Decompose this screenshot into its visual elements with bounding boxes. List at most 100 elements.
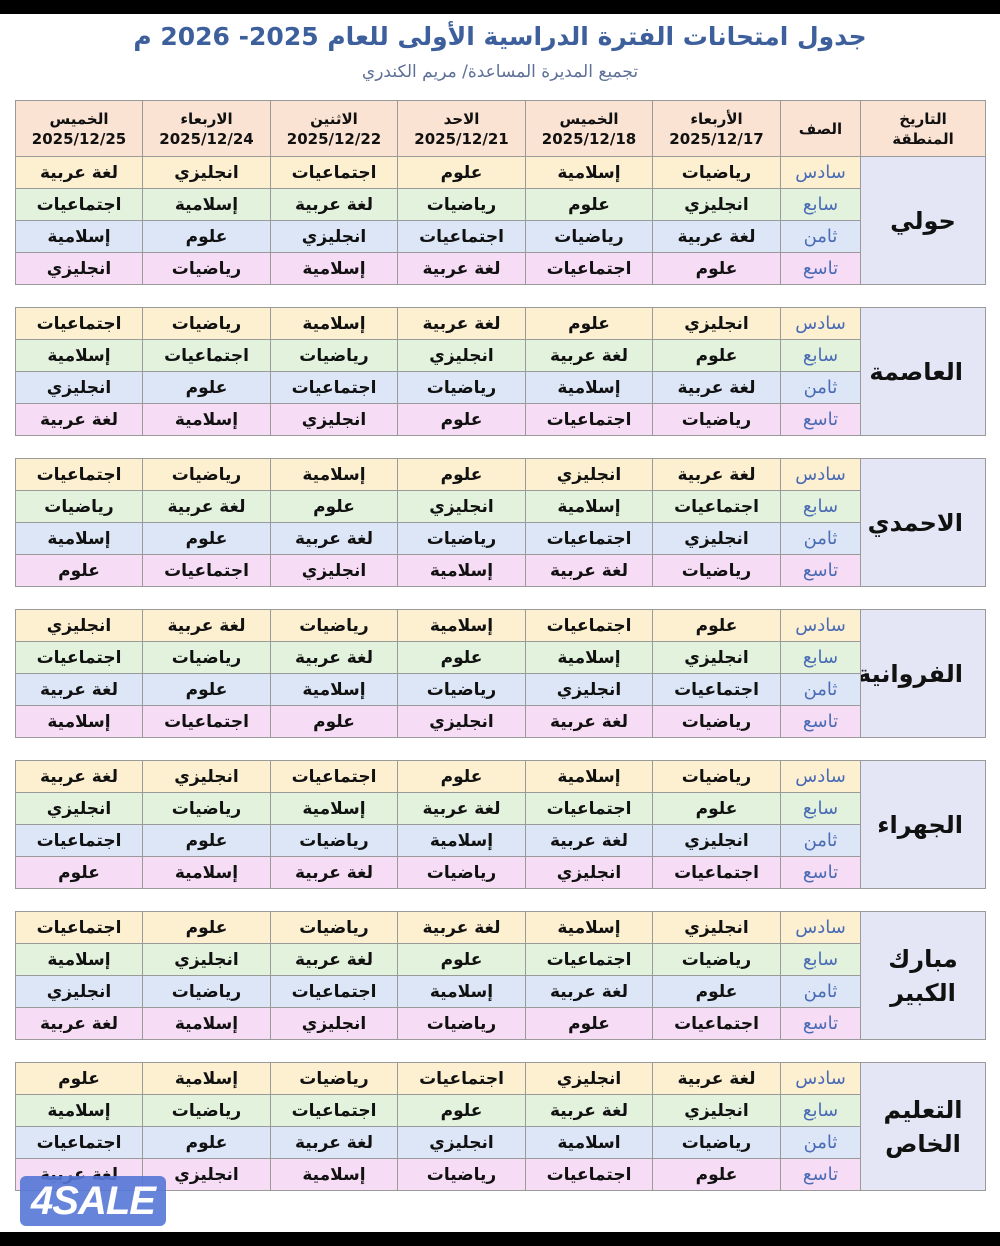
table-row: تاسع اجتماعيات انجليزي رياضيات لغة عربية إسلا…	[15, 856, 986, 889]
subject-cell: انجليزي	[652, 824, 781, 857]
subject-cell: علوم	[652, 975, 781, 1008]
subject-cell: لغة عربية	[397, 792, 526, 825]
subject-cell: انجليزي	[15, 792, 143, 825]
subject-cell: لغة عربية	[652, 458, 781, 491]
subject-cell: اجتماعيات	[15, 1126, 143, 1159]
subject-cell: اسلامية	[525, 1126, 653, 1159]
table-row: سابع علوم اجتماعيات لغة عربية إسلامية رياضيات…	[15, 792, 986, 825]
table-row: تاسع رياضيات لغة عربية انجليزي علوم اجتماعيات…	[15, 705, 986, 738]
subject-cell: لغة عربية	[525, 339, 653, 372]
subject-cell: إسلامية	[142, 1007, 271, 1040]
table-row: سابع اجتماعيات إسلامية انجليزي علوم لغة عربية…	[15, 490, 986, 523]
subject-cell: إسلامية	[142, 856, 271, 889]
subject-cell: علوم	[397, 1094, 526, 1127]
subject-cell: لغة عربية	[652, 371, 781, 404]
subject-cell: انجليزي	[652, 1094, 781, 1127]
subject-cell: علوم	[142, 371, 271, 404]
region-spacer	[15, 435, 986, 459]
subject-cell: رياضيات	[397, 188, 526, 221]
subject-cell: إسلامية	[270, 673, 398, 706]
subject-cell: إسلامية	[525, 641, 653, 674]
subject-cell: اجتماعيات	[525, 403, 653, 436]
grade-cell: تاسع	[780, 252, 861, 285]
table-row: سابع انجليزي إسلامية علوم لغة عربية رياضيات اج…	[15, 641, 986, 674]
grade-cell: سابع	[780, 792, 861, 825]
subject-cell: اجتماعيات	[525, 943, 653, 976]
subject-cell: لغة عربية	[270, 641, 398, 674]
table-row: سابع رياضيات اجتماعيات علوم لغة عربية انجليزي…	[15, 943, 986, 976]
day-name: الاحد	[443, 109, 480, 128]
subject-cell: إسلامية	[525, 156, 653, 189]
exam-date: 2025/12/25	[31, 129, 127, 148]
subject-cell: إسلامية	[15, 522, 143, 555]
subject-cell: علوم	[397, 760, 526, 793]
watermark-logo: 4SALE	[20, 1176, 166, 1226]
subject-cell: اجتماعيات	[397, 1062, 526, 1095]
subject-cell: لغة عربية	[270, 1126, 398, 1159]
exam-date: 2025/12/18	[541, 129, 637, 148]
exam-date: 2025/12/21	[414, 129, 509, 148]
grade-cell: ثامن	[780, 220, 861, 253]
subject-cell: اجتماعيات	[142, 705, 271, 738]
grade-cell: تاسع	[780, 1158, 861, 1191]
table-row: تاسع رياضيات لغة عربية إسلامية انجليزي اجتماع…	[15, 554, 986, 587]
table-row: تاسع علوم اجتماعيات رياضيات إسلامية انجليزي لغ…	[15, 1158, 986, 1191]
subject-cell: رياضيات	[142, 252, 271, 285]
subject-cell: علوم	[15, 554, 143, 587]
subject-cell: انجليزي	[142, 760, 271, 793]
region-cell: العاصمة	[860, 307, 986, 436]
subject-cell: علوم	[142, 673, 271, 706]
table-row: ثامن اجتماعيات انجليزي رياضيات إسلامية علوم لغ…	[15, 673, 986, 706]
top-black-bar	[0, 0, 1000, 14]
subject-cell: رياضيات	[652, 156, 781, 189]
subject-cell: لغة عربية	[525, 705, 653, 738]
region-name: العاصمة	[869, 357, 963, 386]
subject-cell: اجتماعيات	[652, 673, 781, 706]
subject-cell: اجتماعيات	[142, 339, 271, 372]
subject-cell: علوم	[397, 156, 526, 189]
table-row: ثامن علوم لغة عربية إسلامية اجتماعيات رياضيات…	[15, 975, 986, 1008]
grade-cell: ثامن	[780, 673, 861, 706]
table-row: الفروانية سادس علوم اجتماعيات إسلامية رياضيات…	[15, 609, 986, 738]
subject-cell: رياضيات	[142, 307, 271, 340]
grade-cell: تاسع	[780, 403, 861, 436]
subject-cell: رياضيات	[525, 220, 653, 253]
page-subtitle: تجميع المديرة المساعدة/ مريم الكندري	[361, 62, 639, 82]
grade-cell: ثامن	[780, 1126, 861, 1159]
region-cell: التعليم الخاص	[860, 1062, 986, 1191]
subject-cell: علوم	[397, 641, 526, 674]
subject-cell: اجتماعيات	[15, 307, 143, 340]
region-name: الفروانية	[860, 659, 964, 688]
subject-cell: إسلامية	[142, 403, 271, 436]
subject-cell: اجتماعيات	[525, 252, 653, 285]
subject-cell: انجليزي	[652, 188, 781, 221]
subject-cell: انجليزي	[142, 943, 271, 976]
subject-cell: لغة عربية	[15, 1007, 143, 1040]
spacer-cell	[15, 284, 986, 308]
subject-cell: انجليزي	[652, 641, 781, 674]
subject-cell: اجتماعيات	[652, 1007, 781, 1040]
subject-cell: اجتماعيات	[652, 856, 781, 889]
spacer-cell	[15, 1039, 986, 1063]
subject-cell: انجليزي	[397, 339, 526, 372]
subject-cell: لغة عربية	[142, 609, 271, 642]
subject-cell: لغة عربية	[270, 856, 398, 889]
subject-cell: إسلامية	[15, 339, 143, 372]
grade-cell: سابع	[780, 339, 861, 372]
subject-cell: علوم	[397, 458, 526, 491]
subject-cell: لغة عربية	[15, 673, 143, 706]
subject-cell: علوم	[652, 252, 781, 285]
subject-cell: لغة عربية	[270, 188, 398, 221]
subject-cell: إسلامية	[270, 792, 398, 825]
exam-date: 2025/12/22	[286, 129, 382, 148]
grade-cell: سادس	[780, 307, 861, 340]
grade-cell: تاسع	[780, 856, 861, 889]
subject-cell: انجليزي	[15, 609, 143, 642]
subject-cell: اجتماعيات	[525, 522, 653, 555]
subject-cell: علوم	[397, 403, 526, 436]
day-name: الاربعاء	[180, 109, 233, 128]
subject-cell: اجتماعيات	[15, 824, 143, 857]
subject-cell: لغة عربية	[652, 1062, 781, 1095]
subject-cell: رياضيات	[270, 1062, 398, 1095]
subject-cell: اجتماعيات	[15, 911, 143, 944]
